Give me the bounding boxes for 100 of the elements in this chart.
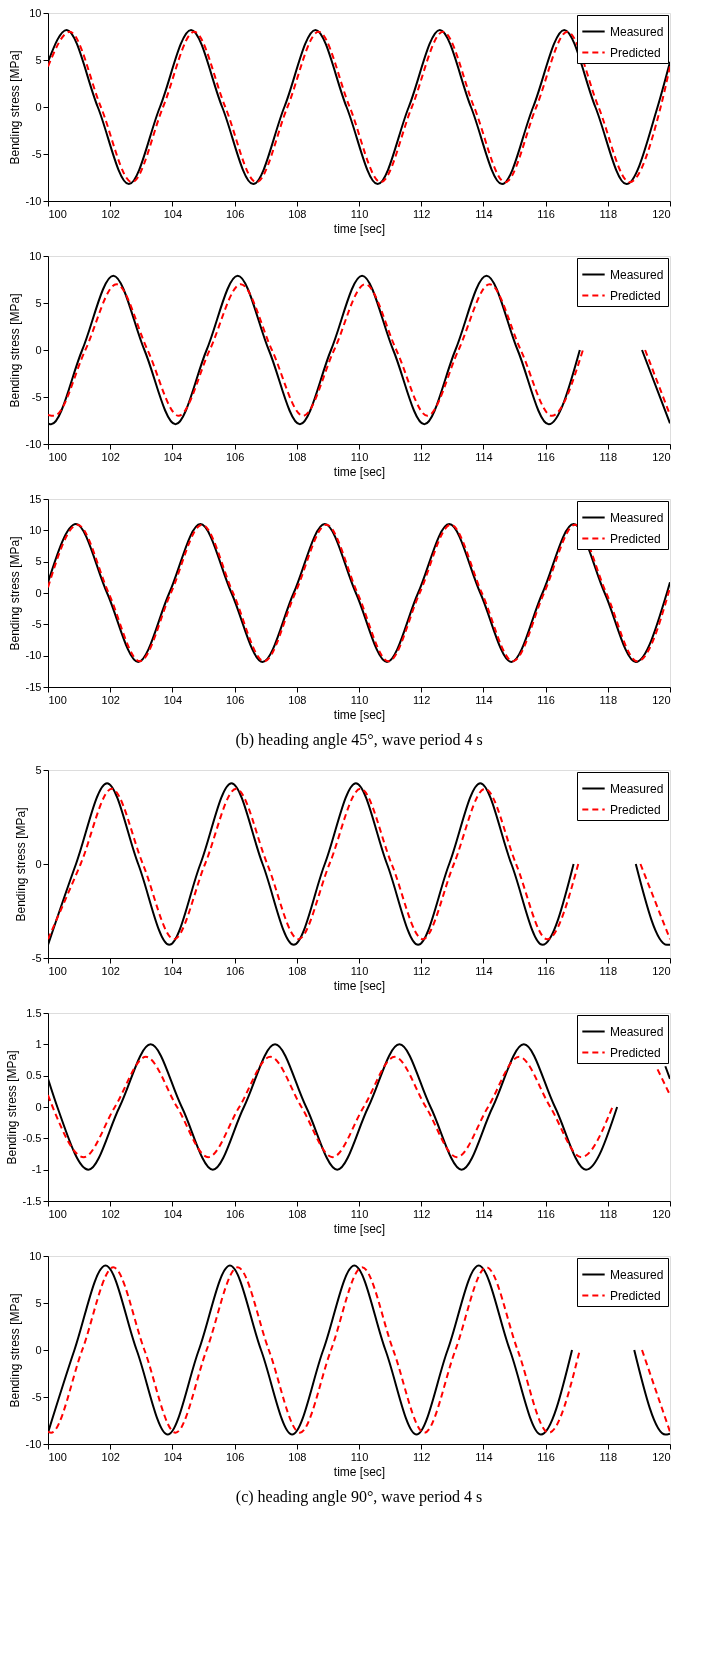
x-tick-label: 120: [652, 1207, 671, 1220]
x-tick-label: 112: [412, 207, 431, 220]
legend-label: Predicted: [610, 1045, 661, 1060]
y-tick-label: 15: [29, 492, 42, 505]
x-tick-label: 120: [652, 450, 671, 463]
y-tick-label: 0: [35, 100, 42, 113]
x-tick-label: 104: [163, 450, 183, 463]
x-tick-label: 100: [48, 693, 67, 706]
y-tick-label: 1: [35, 1037, 42, 1050]
legend-label: Measured: [610, 781, 664, 796]
x-tick-label: 102: [101, 1207, 120, 1220]
x-tick-label: 110: [350, 964, 369, 977]
x-tick-label: 104: [163, 1207, 183, 1220]
x-tick-label: 106: [225, 1207, 245, 1220]
x-tick-label: 102: [101, 693, 120, 706]
y-tick-label: -1.5: [22, 1194, 42, 1207]
y-axis-title: Bending stress [MPa]: [4, 1050, 19, 1165]
x-tick-label: 106: [225, 207, 245, 220]
y-tick-label: -15: [25, 680, 42, 693]
y-tick-label: 5: [35, 555, 42, 568]
x-tick-label: 102: [101, 1450, 120, 1463]
x-tick-label: 116: [537, 964, 555, 977]
x-tick-label: 108: [288, 207, 307, 220]
x-tick-label: 120: [652, 964, 671, 977]
y-tick-label: 10: [29, 523, 42, 536]
x-tick-label: 106: [225, 450, 245, 463]
x-tick-label: 108: [288, 450, 307, 463]
x-tick-label: 120: [652, 1450, 671, 1463]
y-tick-label: 1.5: [26, 1006, 42, 1019]
x-tick-label: 100: [48, 1450, 67, 1463]
y-axis-title: Bending stress [MPa]: [7, 50, 22, 165]
y-tick-label: 5: [35, 296, 42, 309]
legend-label: Measured: [610, 1024, 664, 1039]
x-tick-label: 108: [288, 964, 307, 977]
x-tick-label: 110: [350, 207, 369, 220]
x-axis-title: time [sec]: [333, 1464, 386, 1479]
x-tick-label: 100: [48, 1207, 67, 1220]
y-tick-label: -5: [31, 951, 42, 964]
y-axis-title: Bending stress [MPa]: [7, 293, 22, 408]
legend-label: Predicted: [610, 802, 661, 817]
y-tick-label: -5: [31, 147, 42, 160]
legend-label: Measured: [610, 1267, 664, 1282]
x-tick-label: 104: [163, 207, 183, 220]
y-tick-label: 10: [29, 1249, 42, 1262]
x-tick-label: 100: [48, 207, 67, 220]
x-tick-label: 116: [537, 450, 555, 463]
y-tick-label: -5: [31, 617, 42, 630]
y-tick-label: -10: [25, 649, 42, 662]
y-axis-title: Bending stress [MPa]: [13, 807, 28, 922]
y-tick-label: -0.5: [22, 1131, 42, 1144]
x-tick-label: 110: [350, 450, 369, 463]
legend-label: Measured: [610, 24, 664, 39]
x-tick-label: 102: [101, 964, 120, 977]
x-tick-label: 114: [475, 1450, 493, 1463]
x-tick-label: 100: [48, 964, 67, 977]
x-tick-label: 110: [350, 693, 369, 706]
legend-label: Measured: [610, 267, 664, 282]
x-tick-label: 112: [412, 1450, 431, 1463]
x-tick-label: 102: [101, 207, 120, 220]
x-tick-label: 112: [412, 693, 431, 706]
x-tick-label: 118: [599, 1207, 618, 1220]
x-tick-label: 114: [475, 1207, 493, 1220]
y-tick-label: -5: [31, 1390, 42, 1403]
y-tick-label: 5: [35, 763, 42, 776]
x-tick-label: 106: [225, 964, 245, 977]
legend-label: Predicted: [610, 288, 661, 303]
legend-label: Predicted: [610, 531, 661, 546]
legend-label: Predicted: [610, 1288, 661, 1303]
x-axis-title: time [sec]: [333, 1221, 386, 1236]
legend-label: Measured: [610, 510, 664, 525]
x-tick-label: 118: [599, 964, 618, 977]
x-axis-title: time [sec]: [333, 464, 386, 479]
x-tick-label: 120: [652, 207, 671, 220]
x-tick-label: 100: [48, 450, 67, 463]
x-axis-title: time [sec]: [333, 221, 386, 236]
y-tick-label: 10: [29, 6, 42, 19]
x-tick-label: 108: [288, 1207, 307, 1220]
x-tick-label: 106: [225, 693, 245, 706]
x-tick-label: 104: [163, 693, 183, 706]
x-tick-label: 118: [599, 450, 618, 463]
x-tick-label: 116: [537, 207, 555, 220]
y-axis-title: Bending stress [MPa]: [7, 536, 22, 651]
x-tick-label: 118: [599, 693, 618, 706]
y-tick-label: 0: [35, 857, 42, 870]
x-tick-label: 110: [350, 1450, 369, 1463]
x-tick-label: 112: [412, 964, 431, 977]
x-tick-label: 114: [475, 964, 493, 977]
y-tick-label: -10: [25, 194, 42, 207]
text: (b) heading angle 45°, wave period 4 s: [235, 731, 483, 749]
y-tick-label: -1: [31, 1163, 42, 1176]
x-tick-label: 118: [599, 207, 618, 220]
y-tick-label: 10: [29, 249, 42, 262]
x-tick-label: 102: [101, 450, 120, 463]
x-tick-label: 116: [537, 693, 555, 706]
x-tick-label: 108: [288, 1450, 307, 1463]
x-tick-label: 120: [652, 693, 671, 706]
y-tick-label: -5: [31, 390, 42, 403]
y-tick-label: 0.5: [26, 1069, 42, 1082]
y-tick-label: 5: [35, 53, 42, 66]
text: (c) heading angle 90°, wave period 4 s: [235, 1488, 483, 1506]
